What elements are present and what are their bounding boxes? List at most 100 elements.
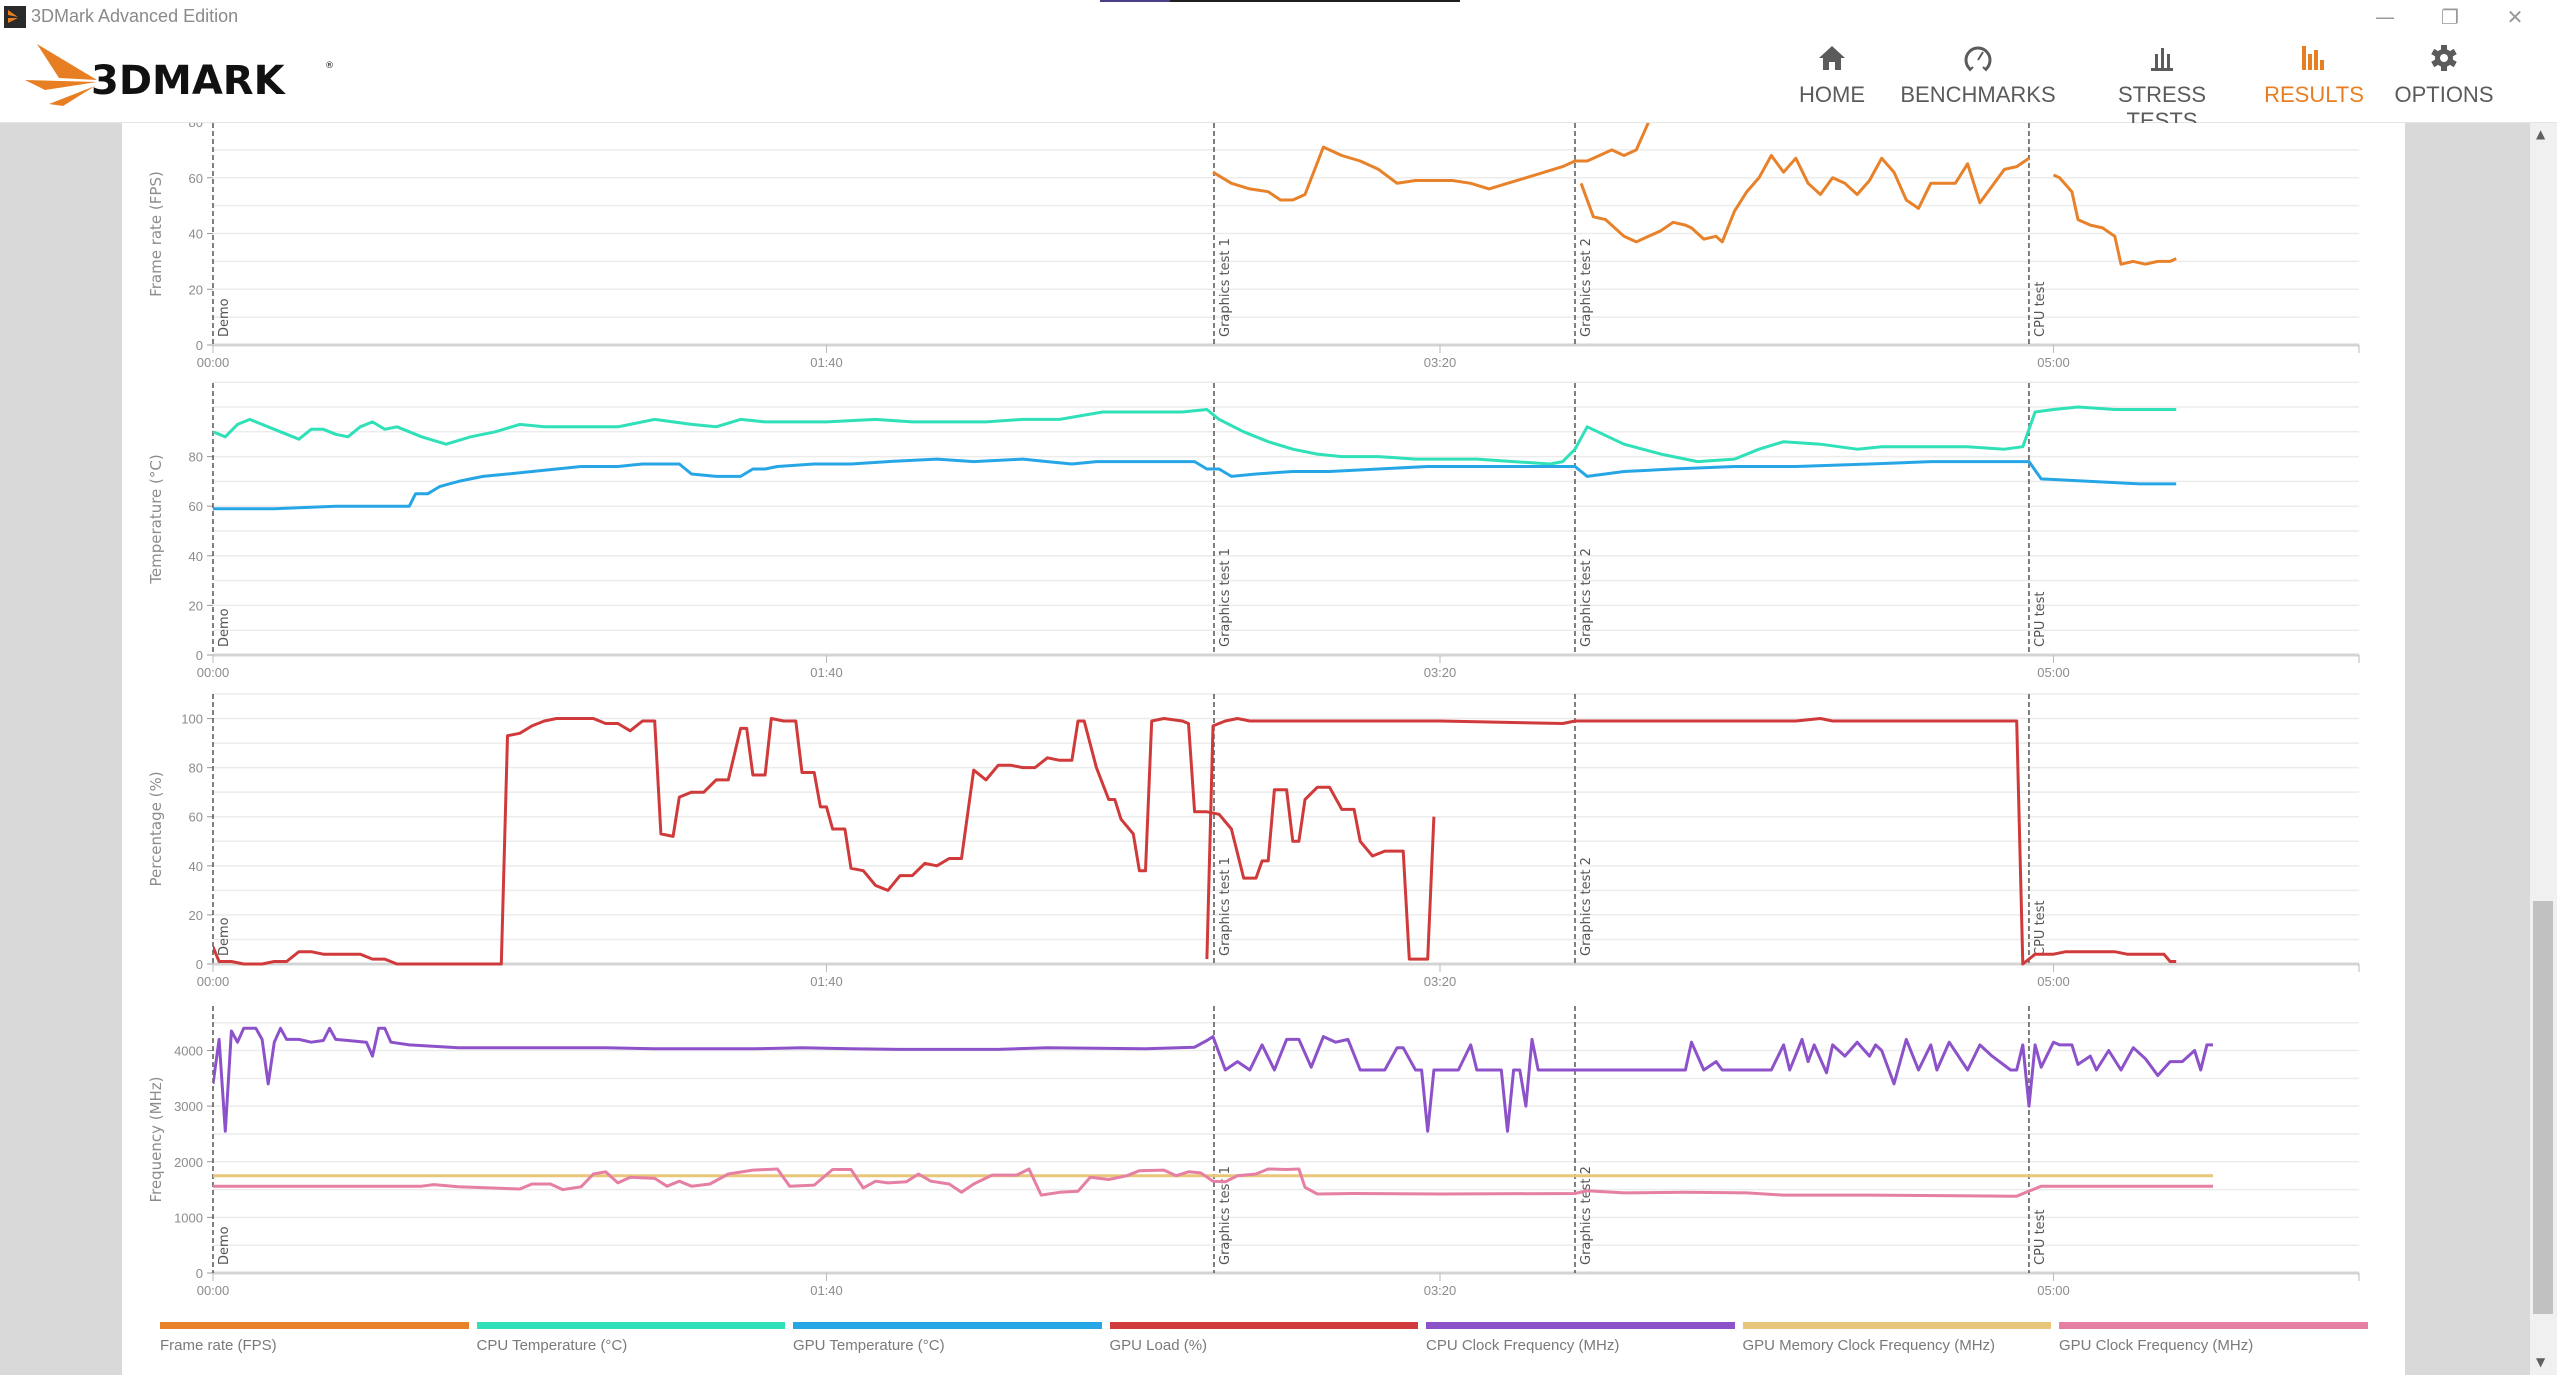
legend-color-swatch [160,1322,469,1329]
chart-panel-2: 0 20 40 60 80 Temperature (°C) 00:00 01:40 03:20… [147,381,2360,680]
x-tick-label: 00:00 [197,974,230,989]
nav-benchmarks[interactable]: BENCHMARKS [1900,42,2056,108]
nav-results[interactable]: RESULTS [2264,42,2364,108]
series-line-cpu-temp [213,405,2177,466]
chart-panel-1: 0 20 40 60 80 Frame rate (FPS) 00:00 01:40 03:20… [147,123,2360,370]
x-tick-label: 01:40 [810,1283,843,1298]
vertical-scrollbar[interactable]: ▲ ▼ [2530,123,2557,1375]
y-tick-label: 2000 [174,1155,203,1170]
y-tick-label: 20 [189,908,203,923]
series-line-frame-rate [1579,154,2030,244]
phase-marker-label: Demo [217,1226,232,1265]
legend-item-frame-rate[interactable]: Frame rate (FPS) [160,1322,469,1362]
y-tick-label: 80 [189,123,203,130]
x-tick-label: 03:20 [1424,665,1457,680]
legend-item-gpu-clock[interactable]: GPU Clock Frequency (MHz) [2059,1322,2368,1362]
phase-marker-label: Graphics test 1 [1218,548,1233,647]
legend-item-cpu-temp[interactable]: CPU Temperature (°C) [476,1322,785,1362]
legend-item-gpu-temp[interactable]: GPU Temperature (°C) [793,1322,1102,1362]
series-line-gpu-temp [213,457,2177,511]
y-axis-label: Frame rate (FPS) [147,171,165,297]
legend-label: GPU Clock Frequency (MHz) [2059,1337,2254,1354]
x-tick-label: 00:00 [197,665,230,680]
scroll-up-arrow-icon[interactable]: ▲ [2536,127,2546,141]
phase-marker-label: Graphics test 1 [1218,238,1233,337]
y-tick-label: 0 [196,1266,203,1281]
x-tick-label: 05:00 [2037,355,2070,370]
phase-marker-label: CPU test [2033,900,2048,956]
close-icon: ✕ [2506,5,2524,29]
y-tick-label: 60 [189,810,203,825]
phase-marker-label: CPU test [2033,1209,2048,1265]
x-tick-label: 01:40 [810,665,843,680]
x-tick-label: 03:20 [1424,355,1457,370]
y-tick-label: 100 [181,712,203,727]
app-icon [4,6,26,28]
legend-color-swatch [2059,1322,2368,1329]
y-axis-label: Temperature (°C) [147,454,165,584]
phase-marker-label: Graphics test 1 [1218,1166,1233,1265]
phase-marker-label: CPU test [2033,281,2048,337]
x-tick-label: 00:00 [197,1283,230,1298]
phase-marker-label: Graphics test 2 [1579,238,1594,337]
y-tick-label: 0 [196,338,203,353]
chart-panel-4: 0 1000 2000 3000 4000 Frequency (MHz) 00:00 01:… [147,1006,2360,1298]
x-tick-label: 00:00 [197,355,230,370]
restore-button[interactable]: ❐ [2420,2,2480,32]
results-chart-icon [2264,42,2364,78]
series-line-gpu-load [213,717,1436,966]
nav-stress-tests[interactable]: STRESS TESTS [2086,42,2238,134]
series-line-cpu-clock [213,1026,2213,1133]
phase-marker-label: Graphics test 2 [1579,1166,1594,1265]
logo-text: 3DMARK [91,58,287,104]
chart-legend: Frame rate (FPS) CPU Temperature (°C) GPU … [160,1322,2375,1362]
y-axis-label: Frequency (MHz) [147,1076,165,1202]
y-tick-label: 60 [189,499,203,514]
app-header: 3DMARK ® HOME BENCHMARKS STRESS TESTS RE… [0,36,2557,133]
chart-panel-3: 0 20 40 60 80 100 Percentage (%) 00:00 01:40 03:2… [147,693,2360,989]
3dmark-logo[interactable]: 3DMARK ® [25,40,335,116]
legend-label: GPU Load (%) [1109,1337,1208,1354]
x-tick-label: 03:20 [1424,1283,1457,1298]
scroll-thumb[interactable] [2533,901,2553,1314]
legend-item-gpu-load[interactable]: GPU Load (%) [1109,1322,1418,1362]
y-tick-label: 0 [196,957,203,972]
scroll-down-arrow-icon[interactable]: ▼ [2536,1355,2546,1369]
phase-marker-label: CPU test [2033,591,2048,647]
y-tick-label: 80 [189,450,203,465]
minimize-icon: — [2375,5,2395,29]
restore-icon: ❐ [2441,5,2459,29]
legend-item-gpu-mem-clock[interactable]: GPU Memory Clock Frequency (MHz) [1742,1322,2051,1362]
x-tick-label: 05:00 [2037,974,2070,989]
legend-label: Frame rate (FPS) [160,1337,277,1354]
legend-label: CPU Clock Frequency (MHz) [1426,1337,1620,1354]
home-icon [1792,42,1872,78]
legend-item-cpu-clock[interactable]: CPU Clock Frequency (MHz) [1426,1322,1735,1362]
legend-color-swatch [1426,1322,1735,1329]
close-button[interactable]: ✕ [2485,2,2545,32]
phase-marker-label: Graphics test 2 [1579,548,1594,647]
nav-home[interactable]: HOME [1792,42,1872,108]
y-tick-label: 40 [189,227,203,242]
gear-icon [2392,42,2496,78]
phase-marker-label: Demo [217,608,232,647]
legend-color-swatch [476,1322,785,1329]
x-tick-label: 03:20 [1424,974,1457,989]
y-tick-label: 20 [189,598,203,613]
phase-marker-label: Graphics test 2 [1579,857,1594,956]
results-content: 0 20 40 60 80 Frame rate (FPS) 00:00 01:40 03:20… [122,123,2405,1375]
legend-label: GPU Memory Clock Frequency (MHz) [1742,1337,1996,1354]
y-tick-label: 3000 [174,1099,203,1114]
bar-chart-icon [2086,42,2238,78]
minimize-button[interactable]: — [2355,2,2415,32]
x-tick-label: 05:00 [2037,665,2070,680]
speedometer-icon [1900,42,2056,78]
series-line-frame-rate [1212,123,1650,202]
y-tick-label: 40 [189,859,203,874]
phase-marker-label: Graphics test 1 [1218,857,1233,956]
y-axis-label: Percentage (%) [147,771,165,886]
window-title: 3DMark Advanced Edition [31,6,239,26]
svg-text:®: ® [325,61,334,71]
y-tick-label: 20 [189,282,203,297]
nav-options[interactable]: OPTIONS [2392,42,2496,108]
